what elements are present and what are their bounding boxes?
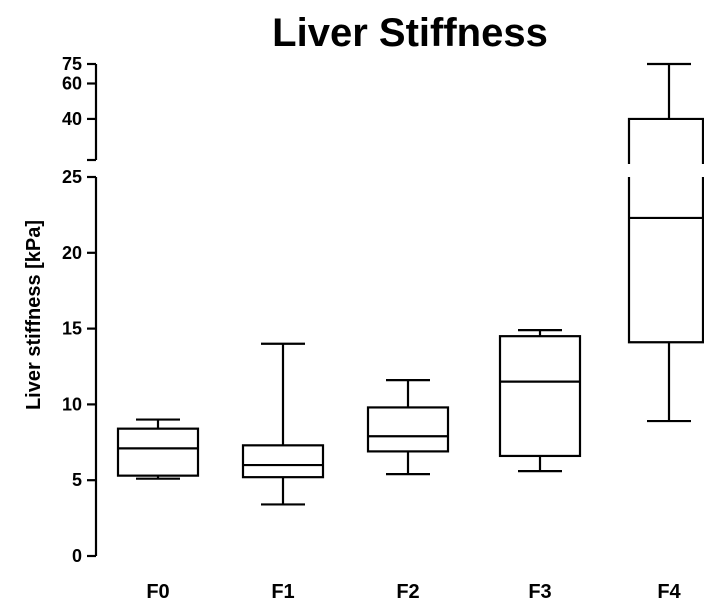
chart-title: Liver Stiffness (272, 11, 548, 55)
box-fill-lower (629, 177, 703, 343)
box-rect (498, 335, 582, 458)
x-tick-label: F0 (146, 581, 169, 603)
box-F2 (366, 379, 450, 476)
box-rect (241, 444, 325, 479)
y-tick-label: 40 (62, 109, 82, 129)
y-tick-label: 5 (72, 470, 82, 490)
box-F1 (241, 342, 325, 506)
box-F3 (498, 329, 582, 473)
y-tick-label: 60 (62, 73, 82, 93)
y-tick-label: 15 (62, 319, 82, 339)
box-rect (116, 427, 200, 477)
x-tick-label: F1 (271, 581, 294, 603)
x-tick-label: F3 (528, 581, 551, 603)
x-tick-label: F4 (657, 581, 681, 603)
box-lower (627, 177, 704, 344)
y-tick-label: 20 (62, 243, 82, 263)
box-F4 (627, 62, 704, 423)
y-axis-label: Liver stiffness [kPa] (23, 220, 45, 410)
box-rect (366, 406, 450, 453)
y-tick-label: 25 (62, 167, 82, 187)
x-tick-labels: F0 F1 F2 F3 F4 (146, 581, 681, 603)
x-tick-label: F2 (396, 581, 419, 603)
y-tick-label: 10 (62, 394, 82, 414)
box-upper (627, 117, 704, 164)
boxes (116, 62, 704, 506)
box-F0 (116, 418, 200, 480)
y-tick-label: 0 (72, 546, 82, 566)
y-tick-label: 75 (62, 54, 82, 74)
